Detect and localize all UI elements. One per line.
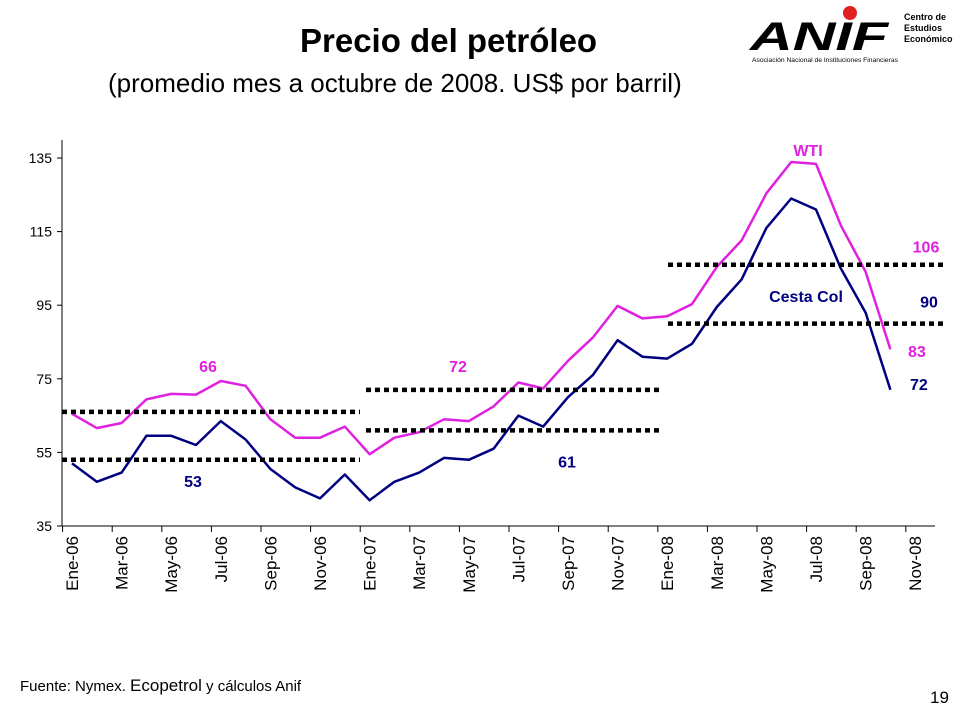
anif-logo: ANIF Asociación Nacional de Institucione…: [749, 6, 953, 64]
y-tick-label: 115: [30, 224, 53, 240]
average-label: 72: [449, 359, 467, 376]
x-tick-label: Nov-06: [311, 536, 330, 591]
logo-tagline: Asociación Nacional de Instituciones Fin…: [752, 58, 898, 64]
x-tick-label: Sep-06: [261, 536, 280, 591]
average-label: 90: [920, 295, 938, 312]
end-value-label: 83: [908, 344, 926, 361]
logo-side-text-3: Económicos: [904, 34, 953, 44]
y-tick-label: 35: [36, 518, 52, 534]
chart-subtitle: (promedio mes a octubre de 2008. US$ por…: [108, 68, 682, 98]
x-tick-label: Mar-08: [708, 536, 727, 590]
logo-side-text-1: Centro de: [904, 12, 946, 22]
x-tick-label: Ene-06: [63, 536, 82, 591]
y-tick-label: 55: [36, 444, 52, 460]
x-tick-label: Sep-07: [559, 536, 578, 591]
x-tick-label: Sep-08: [857, 536, 876, 591]
y-tick-label: 75: [36, 371, 52, 387]
x-tick-label: May-06: [162, 536, 181, 593]
x-tick-label: Nov-08: [906, 536, 925, 591]
x-tick-label: May-08: [757, 536, 776, 593]
logo-dot: [843, 6, 857, 20]
x-tick-label: Jul-07: [509, 536, 528, 582]
source-brand: Ecopetrol: [130, 676, 202, 695]
series-line-cesta-col: [71, 197, 892, 502]
end-value-label: 72: [910, 377, 928, 394]
x-tick-label: May-07: [460, 536, 479, 593]
average-label: 61: [558, 454, 576, 471]
source-suffix: y cálculos Anif: [201, 678, 302, 695]
average-label: 106: [913, 240, 940, 257]
x-tick-label: Nov-07: [609, 536, 628, 591]
logo-side-text-2: Estudios: [904, 23, 942, 33]
average-label: 66: [199, 359, 217, 376]
average-label: 53: [184, 474, 202, 491]
logo-brand: ANIF: [749, 15, 891, 59]
y-tick-label: 95: [36, 297, 52, 313]
x-tick-label: Mar-07: [410, 536, 429, 590]
x-tick-label: Jul-06: [212, 536, 231, 582]
chart-title: Precio del petróleo: [300, 22, 598, 59]
page-number: 19: [930, 688, 949, 707]
source-note: Fuente: Nymex. Ecopetrol y cálculos Anif: [20, 676, 301, 696]
x-tick-label: Ene-08: [658, 536, 677, 591]
x-tick-label: Jul-08: [807, 536, 826, 582]
x-tick-label: Ene-07: [361, 536, 380, 591]
y-tick-label: 135: [29, 150, 53, 166]
x-tick-label: Mar-06: [113, 536, 132, 590]
source-prefix: Fuente: Nymex.: [20, 678, 131, 695]
series-line-wti: [71, 160, 892, 456]
series-name-label: WTI: [793, 143, 822, 160]
series-name-label: Cesta Col: [769, 289, 843, 306]
